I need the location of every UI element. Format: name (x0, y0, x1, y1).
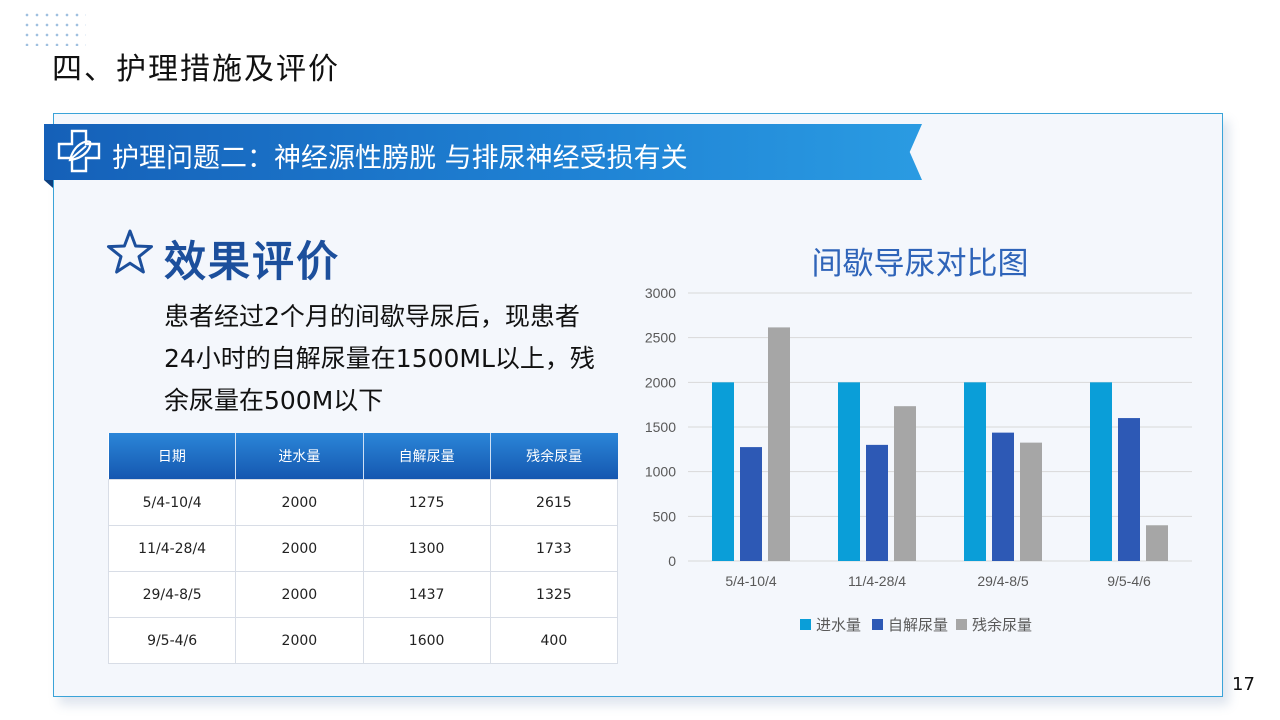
page-title: 四、护理措施及评价 (52, 52, 340, 87)
y-tick-label: 1500 (645, 419, 676, 435)
table-cell: 2000 (235, 525, 364, 572)
medical-cross-icon (57, 129, 101, 173)
data-table: 日期 进水量 自解尿量 残余尿量 5/4-10/4 2000 1275 2615… (107, 433, 619, 664)
table-cell: 2000 (235, 571, 364, 618)
section-banner (44, 124, 922, 180)
star-icon (107, 229, 153, 274)
legend-swatch (872, 619, 883, 630)
table-cell: 2615 (489, 479, 619, 526)
table-cell: 1600 (362, 617, 491, 664)
bar (712, 382, 734, 561)
table-cell: 400 (489, 617, 619, 664)
table-cell: 29/4-8/5 (107, 571, 237, 618)
x-tick-label: 5/4-10/4 (725, 573, 777, 589)
table-header-cell: 进水量 (235, 433, 364, 480)
table-row: 11/4-28/4 2000 1300 1733 (107, 525, 619, 572)
page-number: 17 (1232, 674, 1255, 695)
y-tick-label: 1000 (645, 464, 676, 480)
y-tick-label: 500 (653, 508, 677, 524)
x-tick-label: 11/4-28/4 (848, 573, 906, 589)
legend-label: 自解尿量 (888, 616, 948, 634)
table-cell: 1300 (362, 525, 491, 572)
table-cell: 9/5-4/6 (107, 617, 237, 664)
banner-fold (44, 180, 53, 188)
chart-title: 间歇导尿对比图 (811, 246, 1029, 282)
table-row: 29/4-8/5 2000 1437 1325 (107, 571, 619, 618)
bar (838, 382, 860, 561)
bar (894, 406, 916, 561)
bar (740, 447, 762, 561)
table-header-row: 日期 进水量 自解尿量 残余尿量 (108, 433, 618, 480)
table-cell: 11/4-28/4 (107, 525, 237, 572)
evaluation-description: 患者经过2个月的间歇导尿后，现患者24小时的自解尿量在1500ML以上，残余尿量… (164, 302, 595, 415)
table-cell: 2000 (235, 479, 364, 526)
x-tick-label: 9/5-4/6 (1107, 573, 1151, 589)
legend-swatch (800, 619, 811, 630)
bar (866, 444, 888, 561)
bar-chart: 0 500 1000 1500 2000 2500 3000 5/4-10/4 11/4-28/… (645, 285, 1192, 634)
bar (768, 327, 790, 561)
legend-label: 残余尿量 (972, 616, 1032, 634)
table-cell: 5/4-10/4 (107, 479, 237, 526)
bar (1146, 525, 1168, 561)
decorative-dots (22, 10, 86, 46)
bar (1090, 382, 1112, 561)
legend-label: 进水量 (816, 616, 861, 634)
table-header-cell: 残余尿量 (490, 433, 618, 480)
table-row: 9/5-4/6 2000 1600 400 (107, 617, 619, 664)
table-row: 5/4-10/4 2000 1275 2615 (107, 479, 619, 526)
table-cell: 1733 (489, 525, 619, 572)
table-cell: 1325 (489, 571, 619, 618)
table-cell: 1437 (362, 571, 491, 618)
section-title: 效果评价 (164, 237, 341, 286)
y-tick-label: 3000 (645, 285, 676, 301)
legend-swatch (956, 619, 967, 630)
bar (1020, 442, 1042, 561)
table-cell: 2000 (235, 617, 364, 664)
bar (992, 432, 1014, 561)
table-cell: 1275 (362, 479, 491, 526)
y-tick-label: 0 (668, 553, 676, 569)
table-header-cell: 日期 (108, 433, 237, 480)
bar (1118, 418, 1140, 561)
y-tick-label: 2000 (645, 374, 676, 390)
banner-title: 护理问题二：神经源性膀胱 与排尿神经受损有关 (112, 143, 688, 174)
y-tick-label: 2500 (645, 330, 676, 346)
table-header-cell: 自解尿量 (363, 433, 491, 480)
x-tick-label: 29/4-8/5 (977, 573, 1029, 589)
bar (964, 382, 986, 561)
